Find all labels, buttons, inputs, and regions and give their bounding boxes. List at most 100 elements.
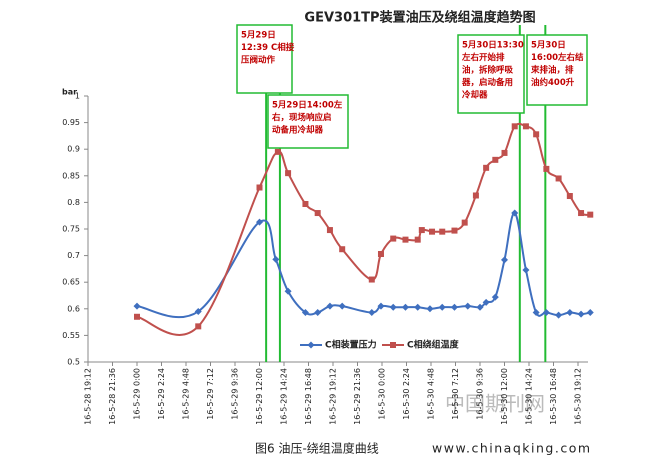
annotation-text: 5月29日: [241, 31, 276, 41]
point: [377, 302, 385, 310]
y-tick-label: 0.55: [62, 331, 80, 340]
point: [368, 309, 376, 317]
point: [338, 302, 346, 310]
annotation-text: 5月29日14:00左: [272, 100, 343, 111]
x-tick-label: 16-5-30 7:12: [451, 368, 460, 420]
point: [389, 303, 397, 311]
website: www.chinaqking.com: [432, 441, 592, 456]
x-tick-label: 16-5-30 4:48: [427, 368, 436, 420]
point: [326, 302, 334, 310]
point: [274, 148, 281, 155]
point: [326, 227, 333, 234]
series-line: [136, 122, 591, 336]
y-tick-label: 0.75: [62, 225, 80, 234]
x-tick-label: 16-5-29 4:48: [182, 368, 191, 420]
point: [339, 246, 346, 253]
x-tick-label: 16-5-29 14:24: [280, 368, 289, 425]
y-tick-label: 0.6: [67, 304, 80, 313]
annotation-text: 5月30日: [531, 41, 566, 51]
x-tick-label: 16-5-29 12:00: [255, 368, 264, 425]
point: [451, 227, 458, 234]
point: [472, 192, 479, 199]
y-tick-label: 0.8: [67, 198, 80, 207]
point: [464, 302, 472, 310]
y-tick-label: 0.65: [62, 278, 80, 287]
annotation-text: 束排油，排: [530, 65, 574, 76]
point: [566, 309, 574, 317]
point: [543, 165, 550, 172]
point: [134, 313, 140, 320]
x-tick-label: 16-5-30 14:24: [525, 368, 534, 425]
y-tick-label: 0.5: [67, 358, 80, 367]
y-tick-label: 0.95: [62, 118, 80, 127]
annotation-text: 12:39 C相接: [241, 42, 295, 53]
x-tick-label: 16-5-29 2:24: [157, 368, 166, 420]
point: [491, 293, 499, 301]
x-tick-label: 16-5-29 0:00: [133, 368, 142, 420]
annotation-text: 油约400升: [531, 77, 575, 88]
point: [566, 193, 573, 200]
point: [542, 309, 550, 317]
annotation-box: [457, 34, 525, 114]
legend-marker: [390, 342, 396, 348]
annotation-box: [236, 24, 293, 94]
point: [418, 227, 425, 234]
y-tick-label: 0.85: [62, 171, 80, 180]
point: [533, 131, 540, 138]
point: [501, 149, 508, 156]
annotation-text: 器，启动备用: [461, 77, 513, 88]
annotation-text: 动备用冷却器: [272, 125, 324, 136]
x-tick-label: 16-5-29 9:36: [231, 368, 240, 420]
point: [578, 210, 585, 217]
annotation-text: 5月30日13:30: [462, 41, 524, 51]
caption: 图6 油压-绕组温度曲线: [255, 441, 379, 456]
point: [586, 309, 594, 317]
point: [426, 305, 434, 313]
point: [450, 303, 458, 311]
point: [587, 211, 594, 218]
legend-label: C相绕组温度: [407, 339, 460, 351]
point: [194, 307, 202, 315]
x-tick-label: 16-5-29 16:48: [304, 368, 313, 425]
annotation-box: [526, 34, 588, 106]
point: [522, 266, 530, 274]
point: [301, 309, 309, 317]
annotation-text: 16:00左右结: [531, 52, 584, 63]
point: [555, 311, 563, 319]
annotation-text: 冷却器: [462, 90, 488, 101]
point: [284, 287, 292, 295]
point: [195, 323, 202, 330]
point: [133, 302, 141, 310]
point: [482, 298, 490, 306]
x-tick-label: 16-5-30 0:00: [378, 368, 387, 420]
annotation-text: 左右开始排: [461, 52, 505, 63]
chart-title: GEV301TP装置油压及绕组温度趋势图: [304, 10, 535, 26]
point: [555, 175, 562, 182]
point: [377, 251, 384, 258]
point: [256, 184, 263, 191]
series-line: [136, 212, 591, 319]
point: [414, 236, 421, 243]
point: [368, 276, 375, 283]
annotation-text: 右，现场响应启: [271, 112, 332, 123]
point: [314, 309, 322, 317]
point: [511, 123, 518, 130]
point: [476, 303, 484, 311]
point: [492, 156, 499, 163]
point: [511, 209, 519, 217]
point: [577, 310, 585, 318]
x-tick-label: 16-5-30 9:36: [476, 368, 485, 420]
x-tick-label: 16-5-29 7:12: [206, 368, 215, 420]
point: [439, 228, 446, 235]
x-tick-label: 16-5-30 2:24: [402, 368, 411, 420]
y-tick-label: 1: [75, 92, 80, 101]
x-tick-label: 16-5-28 19:12: [84, 368, 93, 425]
point: [314, 210, 321, 217]
x-tick-label: 16-5-30 16:48: [549, 368, 558, 425]
x-tick-label: 16-5-30 12:00: [500, 368, 509, 425]
x-tick-label: 16-5-29 19:12: [329, 368, 338, 425]
point: [483, 164, 490, 171]
point: [401, 303, 409, 311]
